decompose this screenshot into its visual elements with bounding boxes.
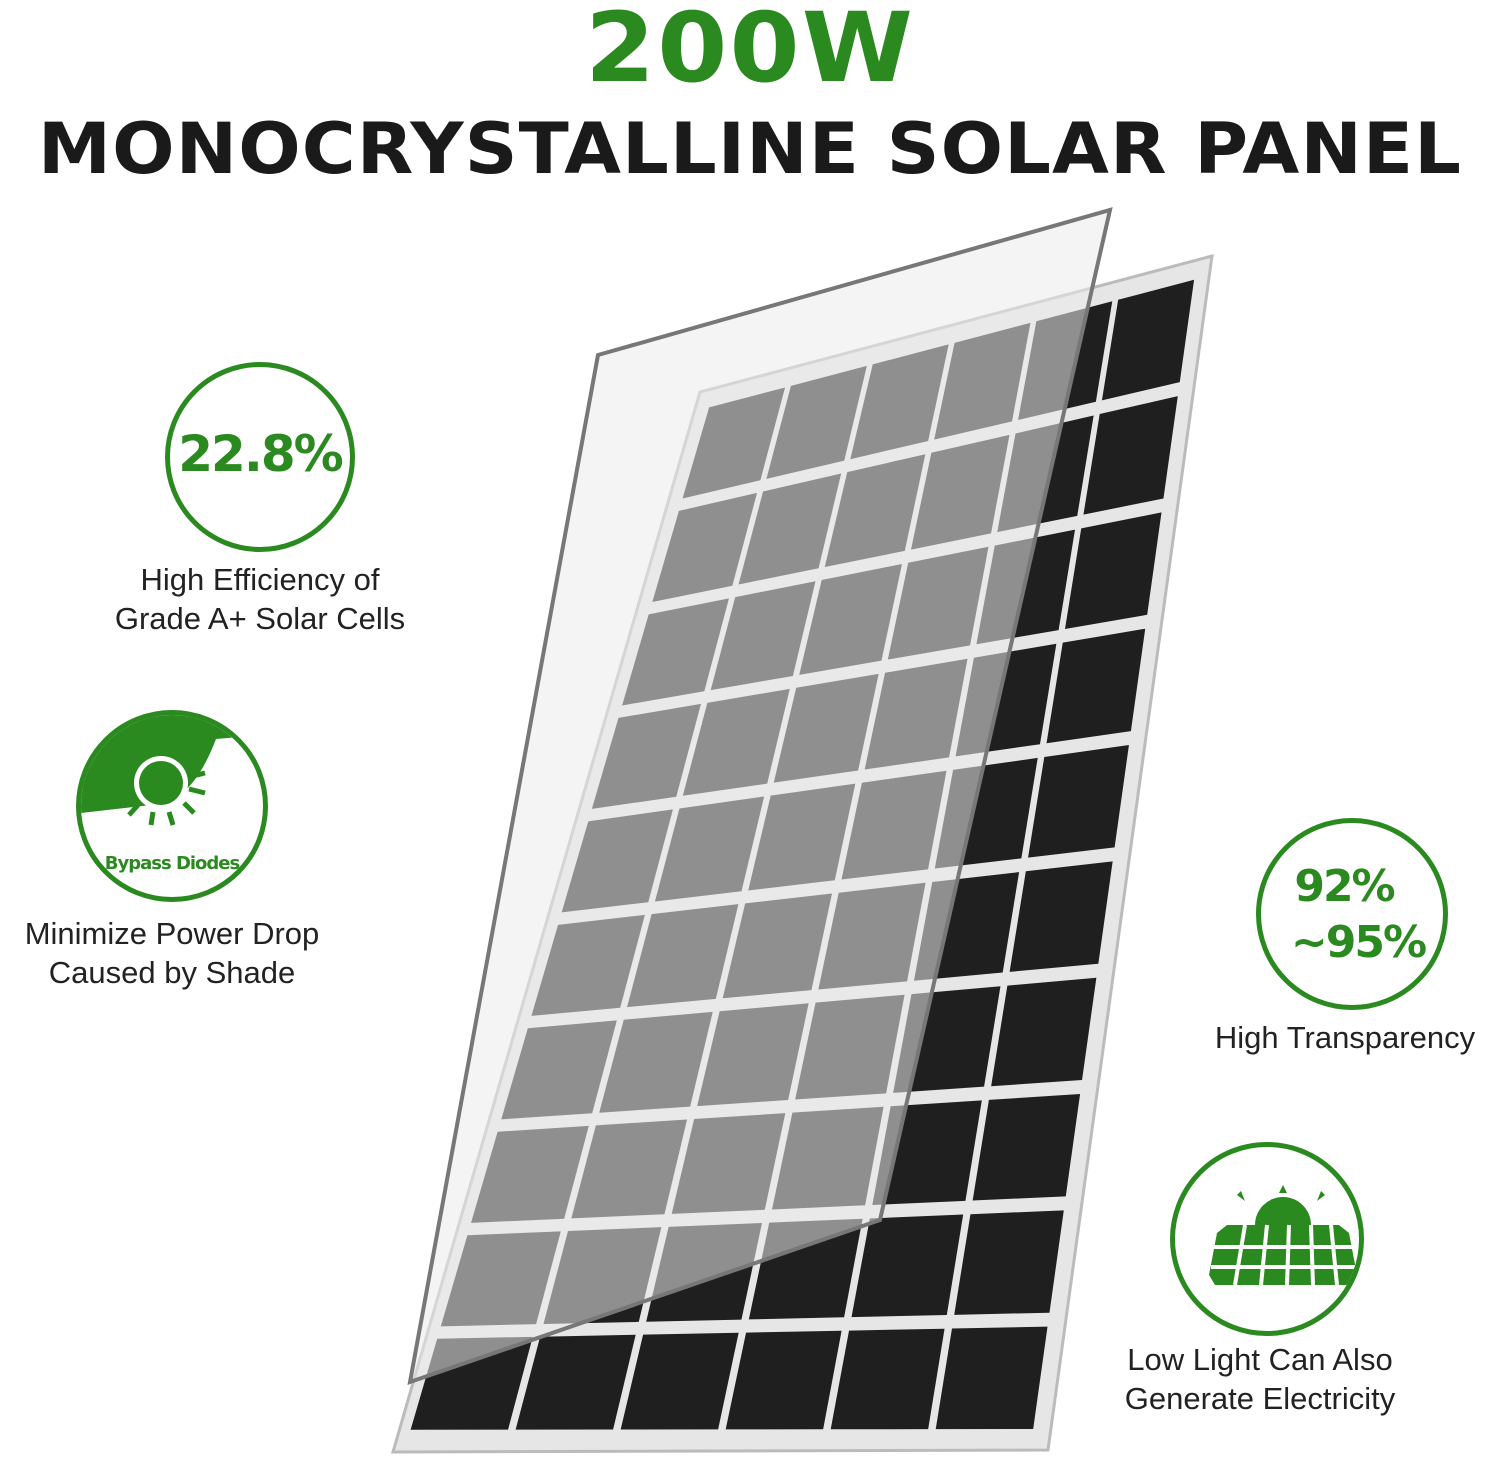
solar-panel-sun-icon xyxy=(1209,1185,1357,1286)
solar-cell xyxy=(991,977,1097,1087)
wattage-title: 200W xyxy=(585,0,915,104)
caption-line: Caused by Shade xyxy=(48,955,296,990)
solar-cell xyxy=(935,1326,1048,1430)
solar-cell xyxy=(1046,628,1146,744)
product-title: MONOCRYSTALLINE SOLAR PANEL xyxy=(37,108,1463,190)
bypass-diodes-label: Bypass Diodes xyxy=(104,853,240,874)
solar-cell xyxy=(1064,512,1162,629)
caption-line: Low Light Can Also xyxy=(1127,1342,1393,1377)
shaded-sun-icon xyxy=(81,715,263,826)
solar-cell xyxy=(1101,279,1195,401)
caption-line: Generate Electricity xyxy=(1124,1381,1396,1416)
transparency-caption: High Transparency xyxy=(1214,1020,1476,1055)
solar-cell xyxy=(830,1328,945,1430)
caption-line: High Efficiency of xyxy=(140,562,380,597)
solar-cell xyxy=(1083,396,1178,515)
solar-cell xyxy=(1009,861,1113,972)
solar-cell xyxy=(851,1214,964,1318)
solar-cell xyxy=(954,1210,1064,1315)
efficiency-caption: High Efficiency of Grade A+ Solar Cells xyxy=(60,560,460,638)
solar-cell xyxy=(972,1094,1081,1201)
bypass-caption: Minimize Power Drop Caused by Shade xyxy=(0,914,344,992)
low-light-badge xyxy=(1170,1142,1364,1336)
transparency-badge: 92% ~95% xyxy=(1256,818,1448,1010)
solar-cell xyxy=(620,1332,739,1430)
efficiency-badge: 22.8% xyxy=(165,362,355,552)
efficiency-value: 22.8% xyxy=(178,425,343,483)
transparency-min: 92% xyxy=(1294,861,1395,912)
solar-cell xyxy=(515,1334,636,1430)
caption-line: Minimize Power Drop xyxy=(24,916,320,951)
bypass-diodes-badge: Bypass Diodes xyxy=(76,710,268,902)
caption-line: Grade A+ Solar Cells xyxy=(114,601,406,636)
solar-cell xyxy=(1028,745,1129,858)
low-light-caption: Low Light Can Also Generate Electricity xyxy=(1090,1340,1430,1418)
transparency-max: ~95% xyxy=(1290,917,1427,968)
solar-cell xyxy=(725,1330,842,1430)
glass-sheet xyxy=(407,207,1113,1386)
